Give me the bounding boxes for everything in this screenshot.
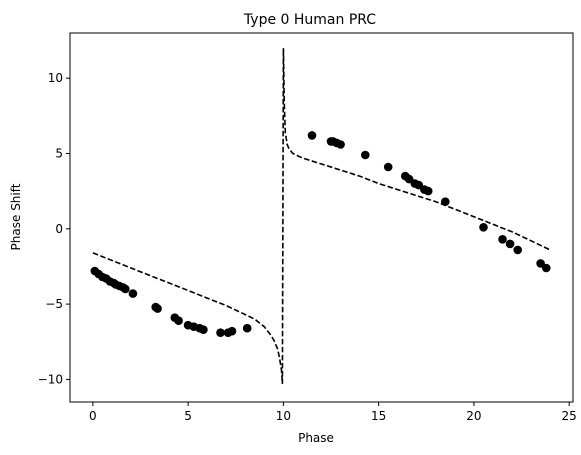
x-axis: 0 5 10 15 20 25 bbox=[89, 402, 577, 423]
plot-area bbox=[90, 48, 551, 384]
x-tick-label: 25 bbox=[562, 409, 577, 423]
data-point bbox=[216, 328, 225, 338]
x-tick-label: 10 bbox=[276, 409, 291, 423]
data-point bbox=[153, 304, 162, 313]
chart-title: Type 0 Human PRC bbox=[243, 12, 376, 28]
data-point bbox=[199, 325, 208, 335]
data-point bbox=[513, 245, 522, 255]
y-tick-label: 5 bbox=[55, 146, 63, 160]
x-tick-label: 20 bbox=[466, 409, 481, 423]
x-tick-label: 5 bbox=[184, 409, 192, 423]
y-axis: −10 −5 0 5 10 bbox=[38, 71, 70, 386]
x-tick-label: 0 bbox=[89, 409, 97, 423]
y-tick-label: 10 bbox=[48, 71, 63, 85]
y-tick-label: −5 bbox=[45, 297, 63, 311]
data-point bbox=[479, 223, 488, 232]
data-point bbox=[227, 326, 237, 336]
y-tick-label: −10 bbox=[38, 372, 63, 386]
data-point bbox=[336, 140, 345, 149]
data-point bbox=[505, 239, 515, 249]
data-point bbox=[307, 131, 317, 140]
y-tick-label: 0 bbox=[55, 222, 63, 236]
data-point bbox=[441, 197, 450, 206]
y-axis-label: Phase Shift bbox=[9, 183, 23, 250]
data-point bbox=[121, 284, 130, 294]
plot-frame bbox=[69, 32, 574, 403]
data-point bbox=[542, 263, 551, 273]
x-axis-label: Phase bbox=[298, 431, 334, 445]
data-point bbox=[536, 259, 545, 268]
data-point bbox=[498, 235, 507, 244]
data-point bbox=[174, 316, 183, 326]
data-point bbox=[423, 186, 433, 196]
data-point bbox=[128, 289, 138, 298]
data-point bbox=[383, 162, 393, 172]
model-curve-line bbox=[92, 48, 551, 384]
x-tick-label: 15 bbox=[371, 409, 386, 423]
data-point bbox=[242, 323, 252, 333]
data-point bbox=[361, 150, 370, 160]
data-point bbox=[404, 174, 414, 184]
